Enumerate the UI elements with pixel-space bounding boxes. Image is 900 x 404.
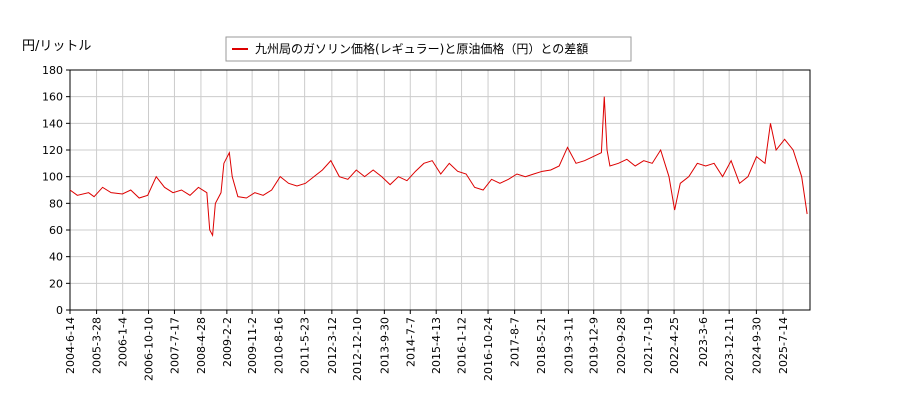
x-tick-label: 2009-11-2	[246, 317, 259, 374]
x-tick-label: 2019-3-11	[562, 317, 575, 374]
y-tick-label: 0	[56, 304, 63, 317]
x-tick-label: 2012-3-12	[326, 317, 339, 374]
x-tick-label: 2025-7-14	[777, 317, 790, 374]
x-tick-label: 2007-7-17	[168, 317, 181, 374]
x-tick-label: 2015-4-13	[430, 317, 443, 374]
x-tick-label: 2004-6-14	[64, 317, 77, 374]
y-tick-label: 180	[42, 64, 63, 77]
y-tick-label: 140	[42, 117, 63, 130]
x-tick-label: 2006-1-4	[117, 317, 130, 367]
x-tick-label: 2012-12-10	[351, 317, 364, 381]
x-tick-label: 2022-4-25	[668, 317, 681, 374]
y-axis-label: 円/リットル	[22, 39, 91, 54]
x-tick-label: 2010-8-16	[273, 317, 286, 374]
x-tick-label: 2006-10-10	[143, 317, 156, 381]
x-tick-label: 2023-12-11	[723, 317, 736, 381]
x-tick-label: 2008-4-28	[195, 317, 208, 374]
x-tick-label: 2011-5-23	[299, 317, 312, 374]
x-tick-label: 2016-10-24	[482, 317, 495, 381]
legend-label: 九州局のガソリン価格(レギュラー)と原油価格（円）との差額	[255, 41, 588, 56]
x-tick-label: 2024-9-30	[750, 317, 763, 374]
x-tick-label: 2023-3-6	[697, 317, 710, 367]
legend	[225, 36, 632, 62]
x-tick-label: 2020-9-28	[615, 317, 628, 374]
x-tick-label: 2017-8-7	[509, 317, 522, 367]
x-tick-label: 2016-1-12	[456, 317, 469, 374]
legend-box	[225, 36, 632, 62]
y-tick-label: 20	[49, 277, 63, 290]
x-tick-label: 2019-12-9	[588, 317, 601, 374]
y-tick-label: 160	[42, 91, 63, 104]
x-tick-label: 2005-3-28	[91, 317, 104, 374]
y-tick-label: 60	[49, 224, 63, 237]
y-tick-label: 40	[49, 251, 63, 264]
y-tick-label: 80	[49, 197, 63, 210]
x-tick-label: 2014-7-7	[404, 317, 417, 367]
x-tick-label: 2021-7-19	[642, 317, 655, 374]
y-tick-label: 100	[42, 171, 63, 184]
x-tick-label: 2013-9-30	[378, 317, 391, 374]
y-tick-label: 120	[42, 144, 63, 157]
line	[69, 96, 808, 238]
x-tick-label: 2018-5-21	[535, 317, 548, 374]
x-tick-label: 2009-2-2	[221, 317, 234, 367]
